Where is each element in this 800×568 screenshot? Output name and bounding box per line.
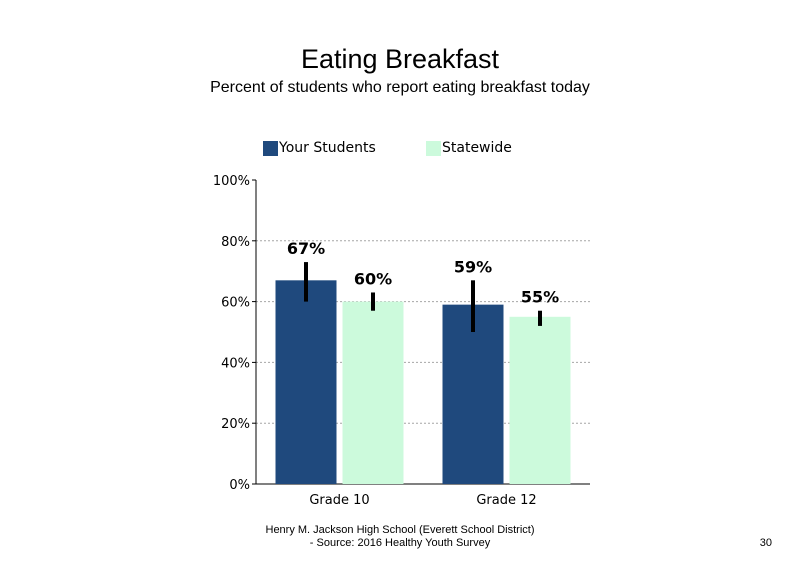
legend-swatch-statewide bbox=[426, 141, 441, 156]
legend-label-your-students: Your Students bbox=[279, 140, 376, 156]
x-tick-label: Grade 10 bbox=[309, 493, 369, 508]
bar bbox=[442, 304, 504, 484]
y-tick-label: 20% bbox=[221, 417, 250, 432]
x-tick-label: Grade 12 bbox=[476, 493, 536, 508]
data-label: 60% bbox=[354, 269, 392, 288]
data-label: 55% bbox=[521, 288, 559, 307]
footer-school: Henry M. Jackson High School (Everett Sc… bbox=[265, 524, 535, 536]
page-number: 30 bbox=[759, 537, 772, 549]
bar bbox=[509, 316, 571, 484]
data-label: 67% bbox=[287, 239, 325, 258]
source-footer: Henry M. Jackson High School (Everett Sc… bbox=[220, 524, 580, 550]
y-tick-label: 60% bbox=[221, 296, 250, 311]
y-tick-label: 0% bbox=[229, 478, 250, 493]
legend-label-statewide: Statewide bbox=[442, 140, 512, 156]
y-tick-label: 80% bbox=[221, 235, 250, 250]
bar bbox=[342, 301, 404, 484]
chart-subtitle: Percent of students who report eating br… bbox=[210, 79, 590, 96]
footer-source: - Source: 2016 Healthy Youth Survey bbox=[309, 537, 491, 549]
bar bbox=[275, 280, 337, 484]
legend-swatch-your-students bbox=[263, 141, 278, 156]
y-tick-label: 100% bbox=[213, 174, 250, 189]
data-label: 59% bbox=[454, 257, 492, 276]
y-tick-label: 40% bbox=[221, 356, 250, 371]
chart-title: Eating Breakfast bbox=[300, 44, 500, 74]
